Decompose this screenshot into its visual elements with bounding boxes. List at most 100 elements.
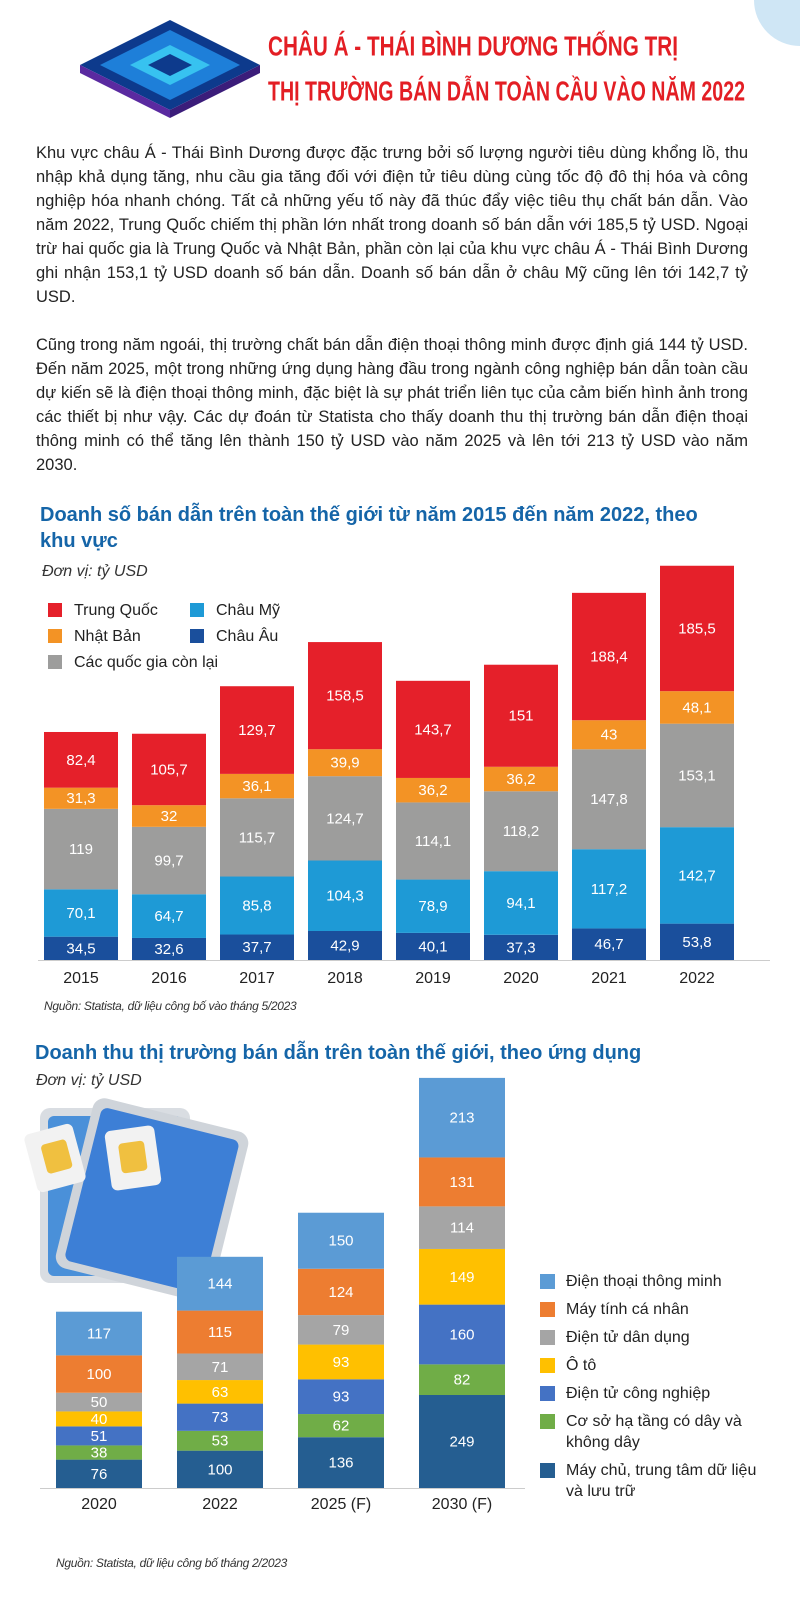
data-label: 40 [91, 1411, 108, 1428]
bar-segment [220, 798, 294, 877]
bar-segment [132, 937, 206, 960]
x-tick-label: 2020 [503, 970, 539, 987]
paragraph: Cũng trong năm ngoái, thị trường chất bá… [36, 336, 748, 474]
bar-segment [298, 1344, 384, 1380]
data-label: 150 [328, 1233, 353, 1250]
legend-swatch [540, 1302, 555, 1317]
data-label: 50 [91, 1394, 108, 1411]
bar-segment [132, 733, 206, 806]
data-label: 158,5 [326, 688, 364, 705]
legend-label: Châu Mỹ [216, 602, 280, 619]
paragraph: Khu vực châu Á - Thái Bình Dương được đặ… [36, 144, 748, 306]
legend-swatch [48, 603, 62, 617]
bar-segment [177, 1430, 263, 1451]
legend-swatch [190, 603, 204, 617]
bar-segment [132, 894, 206, 938]
x-tick-label: 2030 (F) [432, 1496, 492, 1513]
legend-label: Ô tô [566, 1357, 597, 1374]
legend-item: Ô tô [540, 1355, 762, 1376]
data-label: 32,6 [154, 941, 183, 958]
data-label: 36,2 [418, 782, 447, 799]
bar-segment [56, 1411, 142, 1427]
chart-subtitle: Đơn vị: tỷ USD [36, 1072, 142, 1089]
legend-swatch [540, 1358, 555, 1373]
bar-segment [298, 1379, 384, 1415]
data-label: 142,7 [678, 867, 716, 884]
data-label: 114 [450, 1220, 474, 1237]
bar-segment [56, 1459, 142, 1488]
x-tick-label: 2022 [202, 1496, 238, 1513]
bar-segment [572, 749, 646, 850]
bar-segment [132, 805, 206, 827]
bar-segment [484, 871, 558, 935]
bar-segment [484, 664, 558, 767]
bar-segment [308, 642, 382, 750]
legend-item: Máy chủ, trung tâm dữ liệu và lưu trữ [540, 1460, 762, 1502]
x-tick-label: 2017 [239, 970, 275, 987]
bar-segment [56, 1426, 142, 1446]
bar-segment [660, 691, 734, 724]
data-label: 82 [454, 1372, 471, 1389]
legend-swatch [540, 1274, 555, 1289]
data-label: 188,4 [590, 649, 628, 666]
data-label: 147,8 [590, 791, 628, 808]
bar-segment [44, 889, 118, 937]
data-label: 114,1 [415, 833, 451, 850]
data-label: 38 [91, 1444, 108, 1461]
chart-subtitle: Đơn vị: tỷ USD [42, 563, 148, 580]
x-tick-label: 2016 [151, 970, 187, 987]
data-label: 48,1 [682, 699, 711, 716]
bar-segment [308, 860, 382, 931]
bar-segment [419, 1304, 505, 1365]
bar-segment [660, 827, 734, 924]
bar-segment [56, 1445, 142, 1460]
data-label: 78,9 [418, 898, 447, 915]
data-label: 129,7 [238, 722, 276, 739]
bar-segment [396, 777, 470, 803]
title-line: THỊ TRƯỜNG BÁN DẪN TOÀN CẦU VÀO NĂM 2022 [268, 75, 745, 106]
chart-source: Nguồn: Statista, dữ liệu công bố vào thá… [44, 999, 297, 1013]
bar-segment [572, 592, 646, 721]
bar-segment [56, 1355, 142, 1393]
bar-segment [396, 932, 470, 960]
x-tick-label: 2022 [679, 970, 715, 987]
data-label: 64,7 [154, 908, 183, 925]
data-label: 213 [449, 1110, 474, 1127]
data-label: 36,1 [242, 778, 271, 795]
data-label: 99,7 [154, 852, 183, 869]
bar-segment [220, 934, 294, 960]
legend-swatch [540, 1330, 555, 1345]
legend-label: Máy chủ, trung tâm dữ liệu và lưu trữ [566, 1462, 757, 1500]
bar-segment [308, 930, 382, 960]
decor-circle [754, 0, 800, 46]
bar-segment [419, 1157, 505, 1207]
data-label: 62 [333, 1418, 350, 1435]
legend-label: Châu Âu [216, 626, 278, 645]
legend-swatch [540, 1414, 555, 1429]
legend-swatch [540, 1463, 555, 1478]
legend-label: Trung Quốc [74, 602, 158, 619]
data-label: 136 [328, 1455, 353, 1472]
data-label: 117,2 [591, 881, 627, 898]
legend: Điện thoại thông minh Máy tính cá nhân Điệ… [540, 1271, 762, 1509]
legend-item: Máy tính cá nhân [540, 1299, 762, 1320]
chip-illustration [80, 20, 260, 118]
data-label: 31,3 [66, 790, 95, 807]
bar-segment [419, 1206, 505, 1249]
legend-swatch [190, 629, 204, 643]
bar-segment [56, 1392, 142, 1412]
data-label: 115 [208, 1324, 232, 1341]
data-label: 160 [449, 1326, 474, 1343]
legend-item: Điện tử công nghiệp [540, 1383, 762, 1404]
data-label: 118,2 [503, 823, 539, 840]
bar-segment [56, 1311, 142, 1356]
bar-segment [177, 1353, 263, 1381]
bar-segment [177, 1380, 263, 1404]
data-label: 85,8 [242, 897, 271, 914]
data-label: 37,3 [506, 939, 535, 956]
bar-segment [484, 791, 558, 872]
bar-segment [419, 1364, 505, 1395]
bar-segment [298, 1268, 384, 1316]
